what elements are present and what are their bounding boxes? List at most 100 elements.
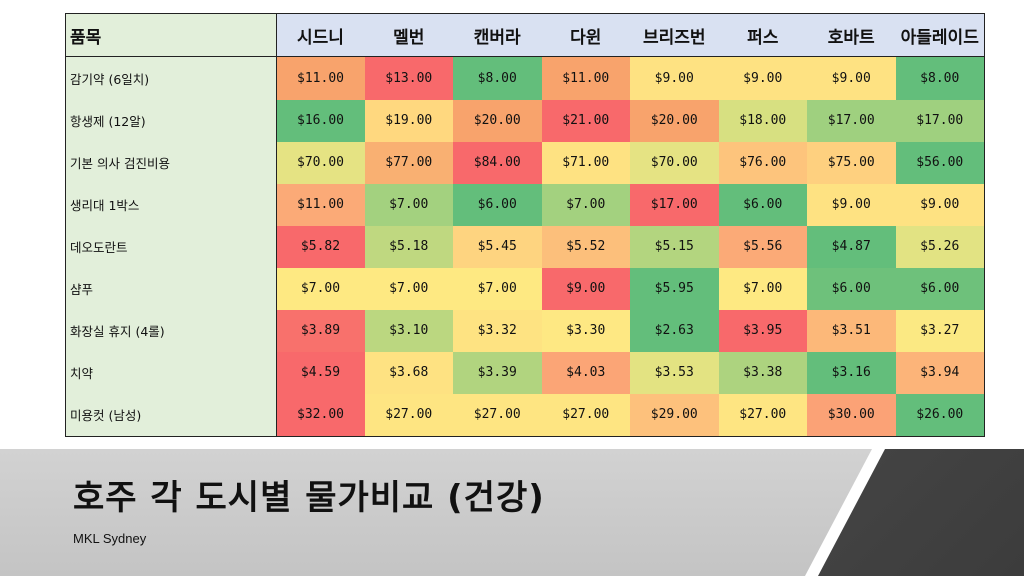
price-cell: $32.00	[276, 393, 365, 436]
table-row: 데오도란트 $5.82 $5.18 $5.45 $5.52 $5.15 $5.56 $4.87…	[66, 225, 984, 268]
price-cell: $9.00	[807, 56, 896, 100]
city-header-brisbane: 브리즈번	[630, 14, 719, 57]
price-cell: $11.00	[541, 56, 630, 100]
price-cell: $9.00	[807, 183, 896, 226]
price-cell: $17.00	[630, 183, 719, 226]
price-cell: $3.51	[807, 309, 896, 352]
price-cell: $7.00	[718, 267, 807, 310]
price-cell: $56.00	[895, 141, 984, 184]
price-cell: $17.00	[807, 99, 896, 142]
price-cell: $5.52	[541, 225, 630, 268]
header-row: 품목 시드니 멜번 캔버라 다윈 브리즈번 퍼스 호바트 아들레이드	[66, 14, 984, 57]
item-column-header: 품목	[66, 14, 277, 57]
price-cell: $71.00	[541, 141, 630, 184]
city-header-hobart: 호바트	[807, 14, 896, 57]
price-cell: $3.27	[895, 309, 984, 352]
price-cell: $3.95	[718, 309, 807, 352]
price-cell: $19.00	[364, 99, 453, 142]
table-row: 미용컷 (남성) $32.00 $27.00 $27.00 $27.00 $29.00 $2…	[66, 393, 984, 436]
price-cell: $27.00	[364, 393, 453, 436]
price-cell: $8.00	[453, 56, 542, 100]
row-item-label: 데오도란트	[66, 225, 277, 268]
price-cell: $70.00	[276, 141, 365, 184]
price-cell: $3.53	[630, 351, 719, 394]
price-cell: $5.56	[718, 225, 807, 268]
price-cell: $27.00	[541, 393, 630, 436]
row-item-label: 미용컷 (남성)	[66, 393, 277, 436]
title-band	[0, 449, 1024, 576]
price-cell: $7.00	[364, 267, 453, 310]
price-cell: $7.00	[541, 183, 630, 226]
price-cell: $3.89	[276, 309, 365, 352]
price-cell: $11.00	[276, 183, 365, 226]
price-cell: $3.38	[718, 351, 807, 394]
price-cell: $75.00	[807, 141, 896, 184]
price-cell: $3.10	[364, 309, 453, 352]
price-cell: $3.39	[453, 351, 542, 394]
table-row: 감기약 (6일치) $11.00 $13.00 $8.00 $11.00 $9.00 $9.…	[66, 56, 984, 100]
price-cell: $26.00	[895, 393, 984, 436]
price-cell: $3.30	[541, 309, 630, 352]
row-item-label: 샴푸	[66, 267, 277, 310]
price-comparison-table-wrap: 품목 시드니 멜번 캔버라 다윈 브리즈번 퍼스 호바트 아들레이드 감기약 (…	[65, 13, 985, 437]
city-header-adelaide: 아들레이드	[895, 14, 984, 57]
price-cell: $29.00	[630, 393, 719, 436]
price-cell: $77.00	[364, 141, 453, 184]
row-item-label: 화장실 휴지 (4롤)	[66, 309, 277, 352]
row-item-label: 기본 의사 검진비용	[66, 141, 277, 184]
price-cell: $6.00	[453, 183, 542, 226]
price-cell: $7.00	[453, 267, 542, 310]
price-cell: $9.00	[895, 183, 984, 226]
row-item-label: 감기약 (6일치)	[66, 56, 277, 100]
price-cell: $76.00	[718, 141, 807, 184]
row-item-label: 치약	[66, 351, 277, 394]
price-cell: $6.00	[718, 183, 807, 226]
price-cell: $2.63	[630, 309, 719, 352]
price-cell: $9.00	[541, 267, 630, 310]
city-header-sydney: 시드니	[276, 14, 365, 57]
table-row: 항생제 (12알) $16.00 $19.00 $20.00 $21.00 $20.00 $…	[66, 99, 984, 142]
price-cell: $5.18	[364, 225, 453, 268]
slide-subtitle: MKL Sydney	[73, 531, 147, 546]
price-cell: $4.87	[807, 225, 896, 268]
price-cell: $4.59	[276, 351, 365, 394]
row-item-label: 생리대 1박스	[66, 183, 277, 226]
table-row: 기본 의사 검진비용 $70.00 $77.00 $84.00 $71.00 $70.00…	[66, 141, 984, 184]
price-comparison-table: 품목 시드니 멜번 캔버라 다윈 브리즈번 퍼스 호바트 아들레이드 감기약 (…	[66, 14, 984, 436]
price-cell: $9.00	[630, 56, 719, 100]
price-cell: $7.00	[276, 267, 365, 310]
table-row: 화장실 휴지 (4롤) $3.89 $3.10 $3.32 $3.30 $2.63 $3.9…	[66, 309, 984, 352]
slide-title: 호주 각 도시별 물가비교 (건강)	[73, 478, 545, 518]
price-cell: $4.03	[541, 351, 630, 394]
price-cell: $3.16	[807, 351, 896, 394]
price-cell: $16.00	[276, 99, 365, 142]
price-cell: $13.00	[364, 56, 453, 100]
table-row: 생리대 1박스 $11.00 $7.00 $6.00 $7.00 $17.00 $6.00 $…	[66, 183, 984, 226]
price-cell: $3.68	[364, 351, 453, 394]
table-row: 샴푸 $7.00 $7.00 $7.00 $9.00 $5.95 $7.00 $6.00 $6.…	[66, 267, 984, 310]
price-cell: $3.94	[895, 351, 984, 394]
price-cell: $20.00	[453, 99, 542, 142]
city-header-melbourne: 멜번	[364, 14, 453, 57]
price-cell: $5.95	[630, 267, 719, 310]
price-cell: $30.00	[807, 393, 896, 436]
price-cell: $18.00	[718, 99, 807, 142]
price-cell: $5.15	[630, 225, 719, 268]
price-cell: $27.00	[453, 393, 542, 436]
price-cell: $5.45	[453, 225, 542, 268]
price-cell: $27.00	[718, 393, 807, 436]
price-cell: $11.00	[276, 56, 365, 100]
price-cell: $3.32	[453, 309, 542, 352]
price-cell: $5.26	[895, 225, 984, 268]
city-header-perth: 퍼스	[718, 14, 807, 57]
price-cell: $8.00	[895, 56, 984, 100]
table-row: 치약 $4.59 $3.68 $3.39 $4.03 $3.53 $3.38 $3.16 $3.…	[66, 351, 984, 394]
row-item-label: 항생제 (12알)	[66, 99, 277, 142]
city-header-darwin: 다윈	[541, 14, 630, 57]
price-cell: $17.00	[895, 99, 984, 142]
price-cell: $5.82	[276, 225, 365, 268]
price-cell: $7.00	[364, 183, 453, 226]
table-body: 감기약 (6일치) $11.00 $13.00 $8.00 $11.00 $9.00 $9.…	[66, 56, 984, 436]
price-cell: $84.00	[453, 141, 542, 184]
price-cell: $6.00	[895, 267, 984, 310]
